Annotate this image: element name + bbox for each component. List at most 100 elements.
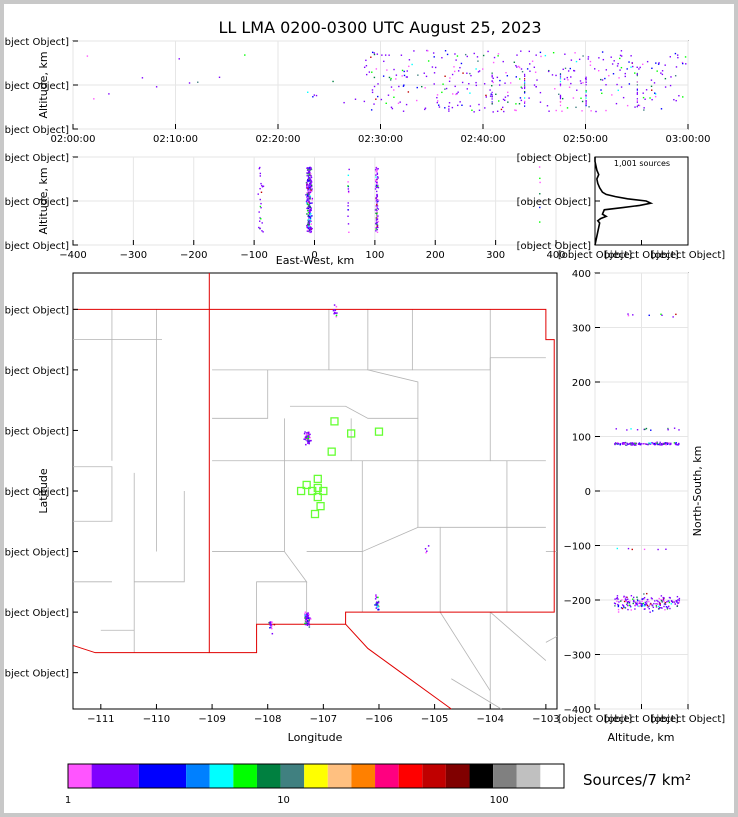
source-point [524,73,526,76]
source-point [628,83,631,85]
source-point [310,168,313,171]
source-point [306,180,309,182]
source-point [377,226,379,229]
source-point [309,195,312,197]
source-point [376,202,378,204]
source-point [376,53,379,55]
source-point [535,54,537,56]
source-point [516,66,518,68]
source-point [308,177,311,179]
source-point [554,88,556,90]
source-point [676,605,679,607]
source-point [375,594,377,596]
x-tick-label: 0 [311,250,317,261]
y-tick-label: 100 [572,433,591,444]
source-point [375,197,377,200]
source-point [402,110,405,112]
source-point [262,231,264,233]
source-point [496,76,499,79]
source-point [539,181,541,184]
source-point [637,599,639,602]
county-boundary [545,635,558,643]
source-point [306,179,309,181]
source-point [566,107,569,109]
source-point [670,442,672,445]
source-point [621,607,624,610]
source-point [376,231,379,234]
source-point [309,184,311,186]
source-point [259,217,261,219]
source-point [437,100,439,102]
source-point [587,58,589,60]
source-point [618,77,620,79]
source-point [601,51,604,53]
source-point [659,441,661,444]
source-point [477,71,480,73]
x-tick-label: 02:50:00 [563,134,608,145]
source-point [670,443,672,445]
source-point [675,313,677,316]
source-point [309,205,311,208]
source-point [406,70,408,72]
source-point [375,227,377,229]
source-point [654,92,656,94]
source-point [631,442,633,445]
source-point [547,70,550,73]
source-point [630,609,632,611]
source-point [506,75,509,77]
source-point [647,443,649,446]
source-point [663,443,665,445]
source-point [643,596,646,599]
source-point [307,168,309,171]
source-point [517,65,520,68]
source-point [368,71,371,73]
source-point [307,214,310,216]
source-point [310,182,312,185]
source-point [270,623,272,625]
source-point [491,103,493,105]
source-point [636,98,638,100]
source-point [376,170,378,172]
source-point [627,313,629,315]
source-point [347,223,350,225]
source-point [305,622,307,625]
source-point [676,54,679,56]
source-point [448,110,450,112]
source-point [306,199,308,201]
source-point [376,225,378,227]
x-tick-label: −100 [240,250,267,261]
source-point [589,64,592,66]
colorbar-outline [67,763,565,789]
source-point [626,444,628,446]
source-point [442,83,444,85]
source-point [646,443,649,446]
source-point [436,101,439,104]
source-point [491,102,493,104]
source-point [663,600,665,603]
station-marker [374,427,384,436]
y-tick-label: 400 [572,269,591,280]
source-point [684,56,687,58]
source-point [593,68,596,70]
source-point [585,76,587,79]
source-point [662,443,664,446]
source-point [306,433,309,436]
source-point [676,601,678,603]
source-point [642,602,645,605]
source-point [524,78,526,80]
source-point [307,207,309,210]
source-point [333,308,336,311]
y-tick-label: [object Object] [4,81,69,92]
source-point [622,604,625,607]
source-point [376,199,378,201]
source-point [595,110,597,113]
source-point [636,74,638,76]
source-point [491,75,493,78]
plan-view-panel: −111 −110 −109 −108 −107 −106 −105 −104 −103 [obj… [4,272,560,744]
source-point [674,603,677,605]
source-point [454,53,456,55]
source-point [492,77,494,80]
source-point [559,74,562,76]
source-point [376,217,379,219]
source-point [559,100,562,103]
